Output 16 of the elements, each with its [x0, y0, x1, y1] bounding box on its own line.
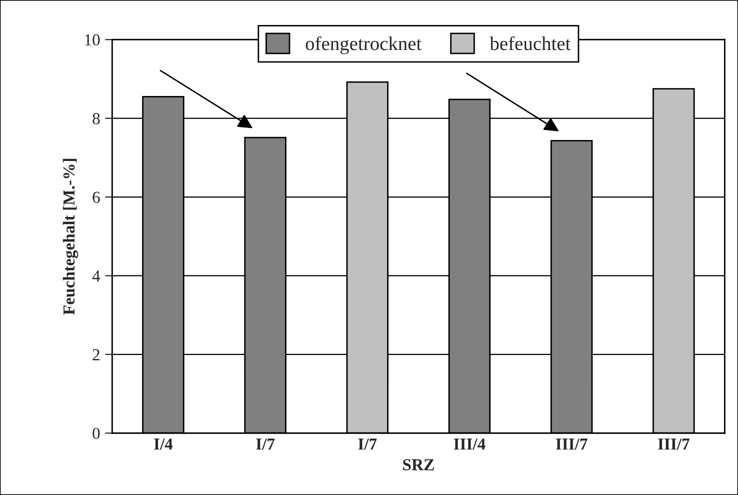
y-tick-label: 4 [92, 270, 100, 282]
y-tick-label: 0 [92, 428, 100, 440]
y-tick-label: 2 [92, 349, 100, 360]
x-tick-label: III/7 [658, 438, 690, 450]
x-tick-label: I/7 [358, 438, 377, 450]
x-tick-label: I/4 [154, 438, 173, 450]
legend-label: ofengetrocknet [306, 36, 422, 54]
y-tick-label: 6 [92, 192, 100, 203]
y-tick-label: 10 [85, 34, 100, 46]
y-axis-title: Feuchtegehalt [M.-%] [62, 158, 78, 315]
legend-label: befeuchtet [490, 36, 571, 50]
x-tick-label: I/7 [256, 438, 275, 450]
x-tick-label: III/7 [556, 438, 588, 450]
y-tick-label: 8 [92, 113, 100, 124]
x-axis-title: SRZ [403, 459, 434, 470]
x-tick-label: III/4 [454, 438, 486, 450]
